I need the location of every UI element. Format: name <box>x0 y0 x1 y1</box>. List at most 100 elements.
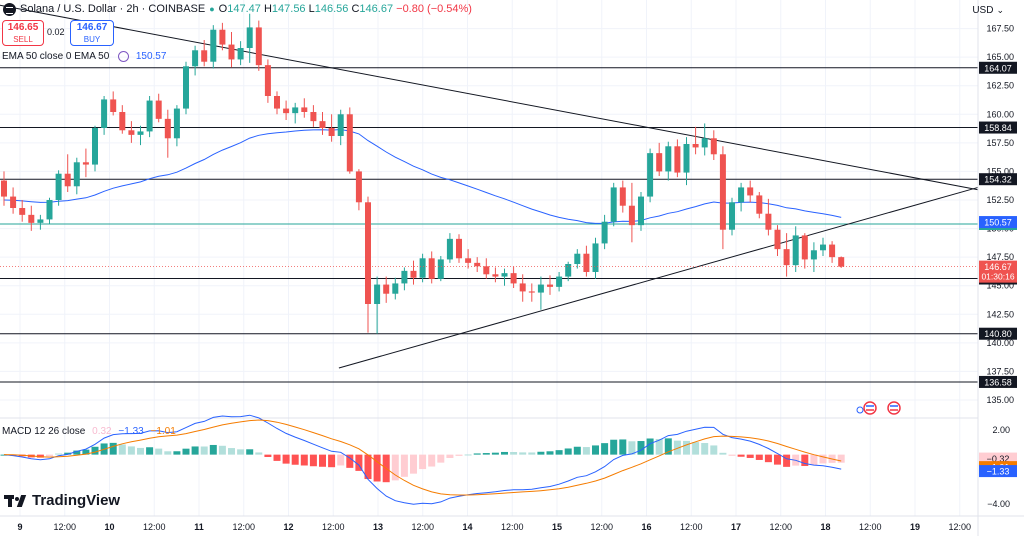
macd-histogram-bar <box>164 451 172 455</box>
plus-icon[interactable] <box>856 406 864 414</box>
bearish-candle <box>838 257 845 267</box>
bullish-candle <box>192 50 199 67</box>
macd-histogram-bar <box>300 454 308 466</box>
macd-histogram-bar <box>528 452 536 455</box>
macd-histogram-bar <box>501 451 508 455</box>
bearish-candle <box>619 187 626 206</box>
macd-histogram-bar <box>701 443 709 455</box>
price-tick-label: 160.00 <box>986 109 1014 119</box>
level-price-label: 140.80 <box>984 329 1012 339</box>
bearish-candle <box>219 29 226 45</box>
bearish-candle <box>719 154 726 230</box>
time-tick-label: 12:00 <box>501 522 524 532</box>
bullish-candle <box>610 187 617 222</box>
time-tick-label: 16 <box>641 522 651 532</box>
bullish-candle <box>592 243 599 272</box>
bullish-candle <box>137 131 144 135</box>
macd-histogram-bar <box>0 454 8 456</box>
spread-value: 0.02 <box>47 27 65 37</box>
level-price-tag <box>979 327 1017 340</box>
time-tick-label: 12:00 <box>859 522 882 532</box>
time-tick-label: 12:00 <box>53 522 76 532</box>
bullish-candle <box>574 253 581 264</box>
macd-histogram-bar <box>291 454 299 465</box>
macd-histogram-bar <box>746 454 754 458</box>
macd-histogram-bar <box>719 452 727 455</box>
macd-value-label: −0.32 <box>987 454 1010 464</box>
time-tick-label: 11 <box>194 522 204 532</box>
trendline <box>338 186 979 369</box>
bearish-candle <box>410 270 417 278</box>
macd-histogram-bar <box>218 445 226 455</box>
time-tick-label: 12:00 <box>143 522 166 532</box>
flag-icon[interactable] <box>863 401 877 415</box>
macd-histogram-bar <box>109 442 117 455</box>
bearish-candle <box>19 208 26 215</box>
macd-histogram-bar <box>464 454 472 456</box>
bullish-candle <box>565 264 572 277</box>
bearish-candle <box>82 162 89 165</box>
symbol-title[interactable]: Solana / U.S. Dollar · 2h · COINBASE <box>20 3 206 15</box>
open-label: O <box>218 3 228 15</box>
price-tick-label: 140.00 <box>986 338 1014 348</box>
sell-price: 146.65 <box>7 22 39 33</box>
bearish-candle <box>383 284 390 294</box>
macd-histogram-bar <box>692 442 700 455</box>
time-tick-label: 12 <box>283 522 293 532</box>
macd-histogram-bar <box>810 454 818 466</box>
bearish-candle <box>264 65 271 96</box>
macd-histogram-bar <box>46 454 53 457</box>
bearish-candle <box>428 258 435 279</box>
bullish-candle <box>729 202 735 230</box>
macd-histogram-bar <box>137 447 144 455</box>
tradingview-logo[interactable]: TradingView <box>4 492 120 509</box>
macd-histogram-bar <box>328 454 336 468</box>
bearish-candle <box>301 107 308 112</box>
time-tick-label: 19 <box>910 522 920 532</box>
indicator-settings-icon[interactable] <box>118 51 130 62</box>
bearish-candle <box>783 249 790 266</box>
macd-histogram-bar <box>446 454 454 459</box>
macd-histogram-bar <box>582 447 590 455</box>
bearish-candle <box>765 213 772 230</box>
bullish-candle <box>146 100 153 132</box>
bullish-candle <box>647 153 654 197</box>
close-value: 146.67 <box>359 3 394 15</box>
macd-value: −1.33 <box>118 426 144 437</box>
macd-histogram-bar <box>546 451 554 455</box>
macd-signal-value: −1.01 <box>150 426 176 437</box>
macd-legend[interactable]: MACD 12 26 close 0.32 −1.33 −1.01 <box>2 426 176 437</box>
last-price-label: 146.67 <box>984 262 1012 272</box>
bearish-candle <box>328 128 335 136</box>
price-tick-label: 157.50 <box>986 138 1014 148</box>
bearish-candle <box>774 229 781 250</box>
macd-histogram-bar <box>118 444 126 455</box>
macd-histogram-bar <box>655 438 663 455</box>
bearish-candle <box>656 153 663 172</box>
macd-histogram-bar <box>355 454 363 471</box>
currency-selector[interactable]: USD <box>972 5 1004 16</box>
chart-header: Solana / U.S. Dollar · 2h · COINBASE ● O… <box>0 0 472 18</box>
bearish-candle <box>456 238 462 259</box>
sell-button[interactable]: 146.65 SELL <box>2 20 44 46</box>
bearish-candle <box>119 112 126 131</box>
time-tick-label: 10 <box>104 522 114 532</box>
bearish-candle <box>355 171 362 203</box>
macd-histogram-bar <box>209 444 217 455</box>
economic-event-icons[interactable] <box>856 401 901 415</box>
macd-histogram-bar <box>683 440 690 455</box>
flag-icon[interactable] <box>887 401 901 415</box>
solana-logo-icon <box>3 2 16 16</box>
level-price-tag <box>979 121 1017 134</box>
macd-histogram-bar <box>783 454 791 467</box>
buy-button[interactable]: 146.67 BUY <box>70 20 114 46</box>
macd-histogram-bar <box>537 451 545 455</box>
macd-histogram-bar <box>419 454 427 470</box>
macd-histogram-bar <box>664 438 672 455</box>
macd-histogram-bar <box>373 454 381 482</box>
macd-tick-label: −4.00 <box>987 499 1010 509</box>
macd-histogram-bar <box>282 454 290 464</box>
ema-legend[interactable]: EMA 50 close 0 EMA 50 150.57 <box>2 51 166 62</box>
high-label: H <box>263 3 272 15</box>
